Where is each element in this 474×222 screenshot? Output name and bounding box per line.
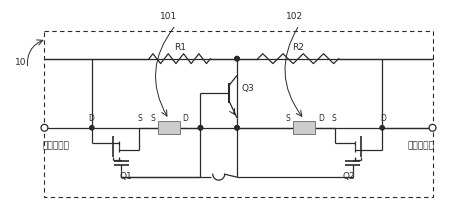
Text: S: S	[331, 114, 336, 123]
Text: 模块输出端: 模块输出端	[408, 142, 435, 151]
Circle shape	[41, 124, 48, 131]
Text: 102: 102	[286, 12, 303, 21]
Circle shape	[235, 126, 239, 130]
Text: S: S	[150, 114, 155, 123]
Circle shape	[198, 126, 203, 130]
Circle shape	[235, 56, 239, 61]
Text: S: S	[285, 114, 290, 123]
Bar	[293, 121, 315, 134]
Text: D: D	[88, 114, 94, 123]
Circle shape	[235, 56, 239, 61]
Circle shape	[198, 126, 203, 130]
Text: D: D	[182, 114, 189, 123]
Text: D: D	[318, 114, 324, 123]
Text: R2: R2	[292, 43, 304, 52]
Text: 10: 10	[15, 58, 27, 67]
Text: S: S	[138, 114, 143, 123]
Text: R1: R1	[174, 43, 186, 52]
Text: D: D	[380, 114, 386, 123]
Text: Q1: Q1	[119, 172, 132, 181]
Circle shape	[235, 126, 239, 130]
Text: Q3: Q3	[242, 84, 255, 93]
Text: 101: 101	[160, 12, 177, 21]
Circle shape	[429, 124, 436, 131]
Circle shape	[90, 126, 94, 130]
Text: 模块输入端: 模块输入端	[43, 142, 69, 151]
Circle shape	[380, 126, 384, 130]
Bar	[158, 121, 180, 134]
Text: Q2: Q2	[342, 172, 355, 181]
